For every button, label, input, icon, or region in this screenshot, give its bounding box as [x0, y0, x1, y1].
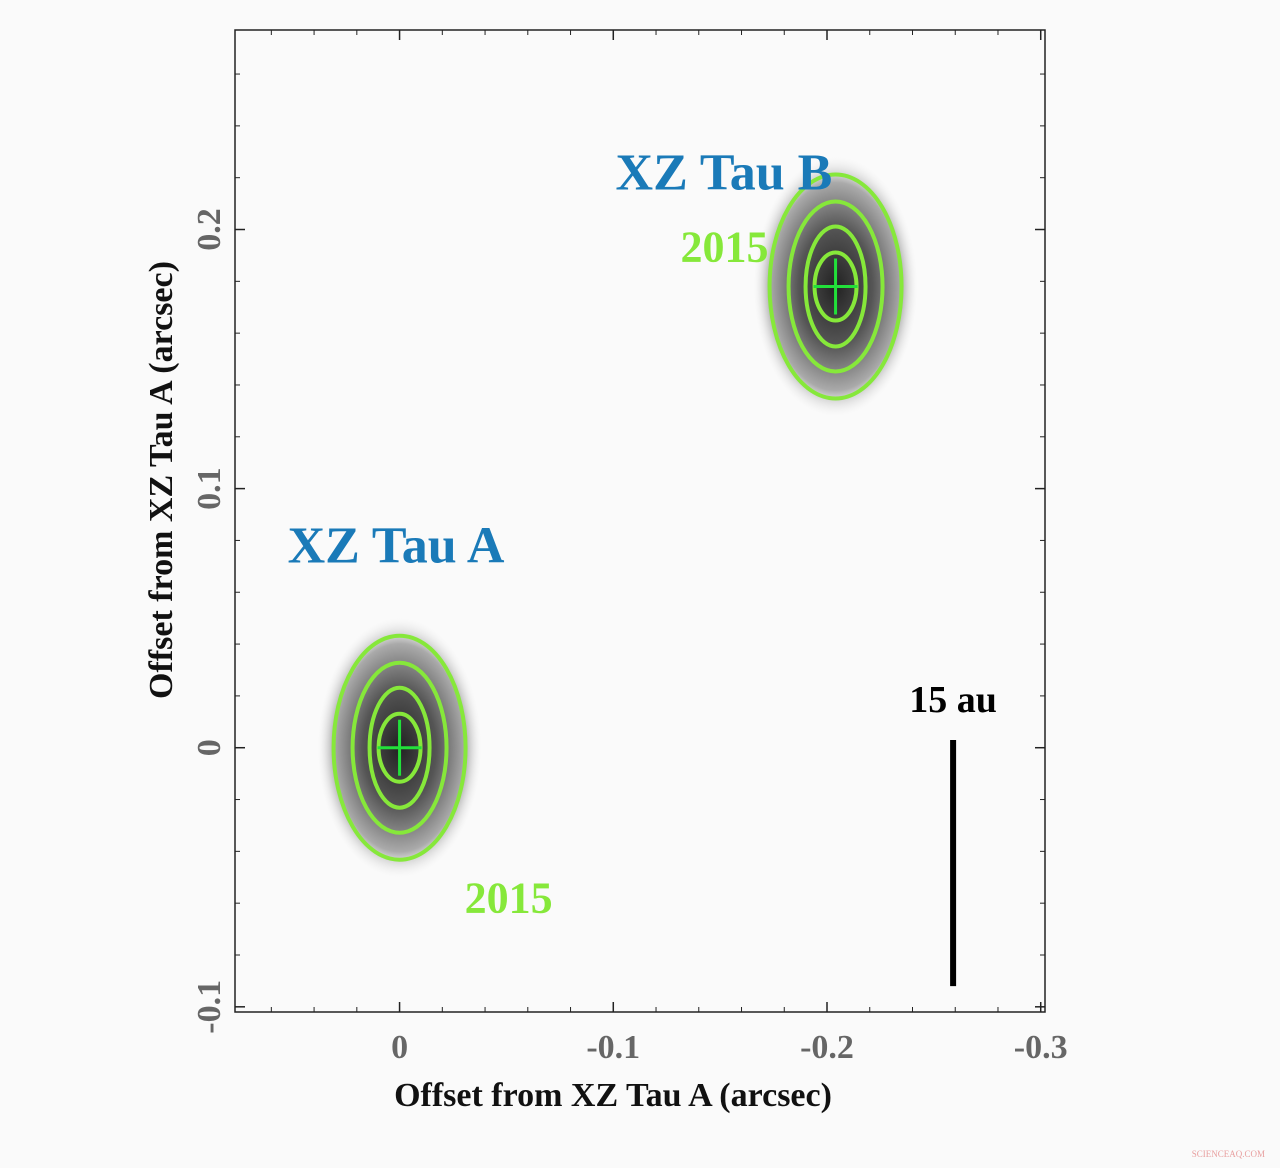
contour [331, 633, 468, 862]
scale-bar-label: 15 au [909, 679, 997, 721]
x-axis-label: Offset from XZ Tau A (arcsec) [394, 1077, 832, 1114]
y-axis-label: Offset from XZ Tau A (arcsec) [143, 261, 180, 699]
y-tick-label: 0.2 [191, 208, 228, 251]
epoch-label: 2015 [681, 223, 769, 272]
contour [786, 199, 885, 374]
y-tick-label: -0.1 [191, 980, 228, 1034]
source-name: XZ Tau B [616, 145, 833, 202]
x-tick-label: -0.3 [1014, 1029, 1068, 1066]
source-name: XZ Tau A [288, 518, 505, 575]
x-tick-label: 0 [391, 1029, 408, 1066]
contour [350, 660, 449, 835]
source-marker [813, 258, 858, 315]
x-tick-label: -0.2 [800, 1029, 854, 1066]
y-tick-label: 0.1 [191, 467, 228, 510]
watermark: SCIENCEAQ.COM [1192, 1149, 1265, 1159]
x-tick-label: -0.1 [586, 1029, 640, 1066]
source-marker [377, 719, 422, 776]
epoch-label: 2015 [465, 874, 553, 923]
plot-frame [234, 29, 1046, 1013]
y-tick-label: 0 [191, 739, 228, 756]
contour [367, 685, 432, 810]
contour [803, 224, 868, 349]
contour [767, 172, 904, 401]
